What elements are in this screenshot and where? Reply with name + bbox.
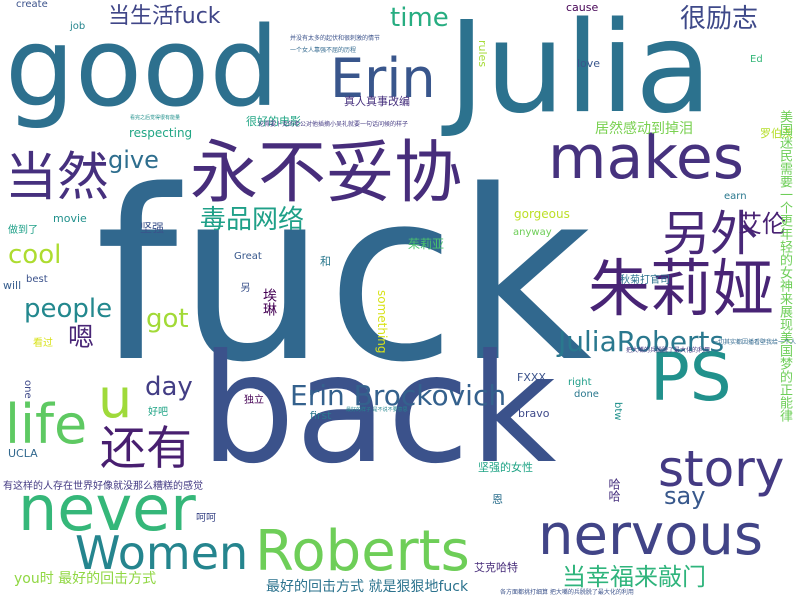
tiny-phrase: 并没有太多的起伏和很刺激的情节 bbox=[290, 35, 381, 42]
tiny-phrase: 一个女人靠强不屈的历程 bbox=[290, 47, 357, 54]
word-zuodaole: 做到了 bbox=[8, 225, 38, 236]
word-haha: 哈哈 bbox=[607, 478, 621, 502]
word-day: day bbox=[145, 372, 193, 402]
word-never: never bbox=[18, 472, 196, 545]
word-dangshenghuo-fuck: 当生活fuck bbox=[108, 4, 221, 29]
tiny-phrase: 各方面都挑打细算 把大嘴的兵脱脱了最大化的利用 bbox=[500, 589, 634, 596]
word-good: good bbox=[5, 3, 280, 131]
word-en-1: 嗯 bbox=[68, 323, 95, 353]
word-create: create bbox=[16, 0, 48, 10]
tiny-phrase: 把大嘴的兵脱脱了最大化的利用 bbox=[626, 347, 711, 354]
word-juliaroberts: JuliaRoberts bbox=[558, 325, 725, 358]
word-zuihao-fuck: 最好的回击方式 就是狠狠地fuck bbox=[266, 579, 469, 595]
word-people: people bbox=[24, 294, 113, 324]
word-cause: cause bbox=[566, 1, 599, 14]
word-life: life bbox=[5, 393, 88, 456]
word-ucla: UCLA bbox=[8, 447, 38, 460]
word-great: Great bbox=[234, 251, 262, 262]
word-aikehate: 艾克哈特 bbox=[474, 561, 518, 574]
word-say: say bbox=[664, 482, 706, 510]
word-erin: Erin bbox=[330, 47, 436, 110]
word-he: 和 bbox=[320, 255, 331, 268]
word-juran: 居然感动到掉泪 bbox=[595, 121, 693, 137]
tiny-phrase: 看完之后觉得很有能量 bbox=[130, 115, 181, 121]
word-story: story bbox=[658, 440, 785, 498]
word-ps: PS bbox=[650, 339, 732, 416]
word-give: give bbox=[108, 146, 159, 174]
word-rules: rules bbox=[476, 40, 489, 68]
word-zhuliya2: 茱莉亚 bbox=[408, 237, 445, 251]
tiny-phrase: 一切其实都因播看壁我给一个人 bbox=[712, 339, 797, 346]
word-hehe: 呵呵 bbox=[196, 513, 216, 524]
word-luobocì: 罗伯茨 bbox=[760, 127, 793, 140]
word-meiguo-long: 美国迷民需要一个更年轻的女神来展现美国梦的正能律 bbox=[777, 110, 792, 422]
word-best: best bbox=[26, 274, 48, 285]
tiny-phrase: 论得要卜克的老公对他插摘小吴礼就要一句话问候的样子 bbox=[258, 121, 409, 128]
word-dupinwangluo: 毒品网络 bbox=[200, 205, 305, 235]
word-fuck: fuck bbox=[95, 141, 592, 414]
word-nervous: nervous bbox=[538, 503, 764, 568]
word-youzheyangderen: 有这样的人存在世界好像就没那么糟糕的感觉 bbox=[3, 481, 203, 492]
word-makes: makes bbox=[548, 123, 744, 193]
word-jianqiangdenvxing: 坚强的女性 bbox=[478, 461, 533, 474]
word-women: Women bbox=[75, 526, 249, 580]
word-zhenrenzhenshi: 真人真事改编 bbox=[344, 95, 410, 108]
word-ling: 另 bbox=[238, 282, 249, 292]
word-roberts: Roberts bbox=[255, 519, 470, 584]
word-ailun: 艾伦 bbox=[738, 210, 786, 238]
word-fxxx: FXXX bbox=[517, 371, 546, 384]
word-anyway: anyway bbox=[513, 227, 552, 238]
word-cool: cool bbox=[8, 240, 62, 270]
word-btw: btw bbox=[612, 402, 623, 421]
word-yongbutuoxie: 永不妥协 bbox=[190, 134, 463, 213]
word-haiyou: 还有 bbox=[100, 421, 192, 475]
word-ailin: 埃琳 bbox=[261, 288, 277, 316]
word-bravo: bravo bbox=[518, 407, 550, 420]
word-jianqiang: 坚强 bbox=[140, 221, 165, 235]
word-erin-brockovich: Erin Brockovich bbox=[290, 379, 507, 412]
word-henhaodedianying: 很好的电影 bbox=[246, 115, 301, 128]
word-job: job bbox=[70, 21, 86, 32]
word-first: first bbox=[310, 409, 332, 422]
word-ed: Ed bbox=[750, 54, 763, 65]
word-kanguo: 看过 bbox=[33, 338, 53, 349]
word-time: time bbox=[390, 3, 449, 33]
word-back: back bbox=[200, 323, 557, 497]
word-done: done bbox=[574, 389, 599, 400]
word-one: one bbox=[22, 380, 33, 399]
word-zhuliya: 朱莉娅 bbox=[588, 252, 775, 325]
word-gorgeous: gorgeous bbox=[514, 207, 570, 221]
word-duli: 独立 bbox=[244, 395, 264, 406]
word-julia: Julia bbox=[448, 0, 713, 141]
word-lingwai: 另外 bbox=[662, 206, 759, 262]
word-got: got bbox=[146, 304, 189, 334]
word-respecting: respecting bbox=[129, 126, 193, 140]
word-love: love bbox=[577, 57, 601, 70]
word-qiuju: 秋菊打官司 bbox=[620, 275, 670, 286]
word-haoba: 好吧 bbox=[148, 407, 168, 418]
word-en-2: 恩 bbox=[492, 493, 503, 506]
word-movie: movie bbox=[53, 212, 87, 225]
word-dangxingfu: 当幸福来敲门 bbox=[562, 563, 706, 591]
word-u: u bbox=[98, 367, 133, 430]
tiny-phrase: 最好的样子 是不说不要意思 bbox=[346, 407, 408, 413]
word-earn: earn bbox=[724, 191, 747, 202]
word-you-shi: you时 最好的回击方式 bbox=[14, 571, 157, 587]
word-right: right bbox=[568, 377, 592, 388]
word-something: something bbox=[375, 290, 389, 354]
word-dangran: 当然 bbox=[5, 148, 110, 208]
word-henlizhi: 很励志 bbox=[680, 4, 759, 34]
word-will: will bbox=[3, 279, 22, 292]
